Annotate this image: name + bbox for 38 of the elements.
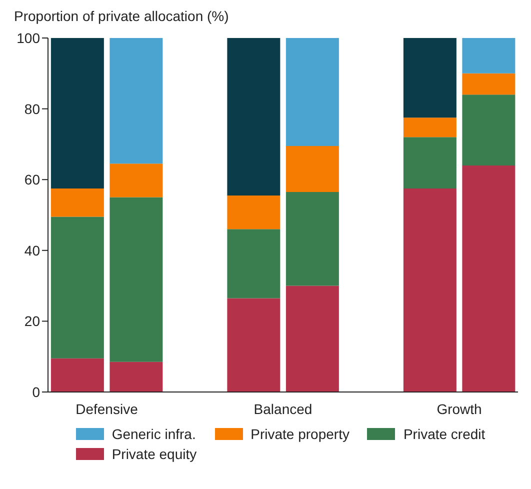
x-tick-label: Defensive — [76, 401, 138, 417]
legend-label: Generic infra. — [112, 426, 196, 442]
x-tick-label: Growth — [436, 401, 482, 417]
bar — [462, 73, 516, 95]
bar — [403, 38, 456, 118]
bar — [110, 164, 163, 198]
bar — [110, 197, 163, 362]
bar — [50, 216, 104, 358]
bar — [403, 118, 456, 138]
legend-label: Private equity — [112, 446, 197, 462]
bar — [227, 196, 280, 230]
bar — [403, 188, 456, 392]
bar — [50, 38, 104, 188]
bar — [110, 362, 163, 392]
y-tick-label: 80 — [24, 100, 40, 117]
bar — [286, 38, 339, 146]
y-tick-label: 0 — [32, 384, 40, 400]
x-tick-label: Balanced — [254, 401, 312, 417]
bar — [286, 192, 339, 286]
bar — [50, 188, 104, 217]
y-tick-label: 100 — [16, 30, 40, 46]
bar — [286, 286, 339, 392]
y-tick-label: 20 — [24, 313, 40, 330]
bar — [227, 298, 280, 392]
legend-label: Private credit — [403, 426, 486, 442]
bar — [462, 165, 516, 392]
bar — [110, 38, 163, 164]
bar — [403, 137, 456, 188]
bar — [50, 358, 104, 392]
y-tick-label: 60 — [24, 172, 40, 188]
legend-label: Private property — [250, 426, 350, 442]
y-tick-label: 40 — [24, 242, 40, 258]
y-axis-title: Proportion of private allocation (%) — [13, 8, 230, 24]
bar — [227, 38, 280, 196]
bar — [462, 38, 516, 74]
bar — [462, 94, 516, 166]
bar — [286, 146, 339, 192]
bar — [227, 229, 280, 298]
